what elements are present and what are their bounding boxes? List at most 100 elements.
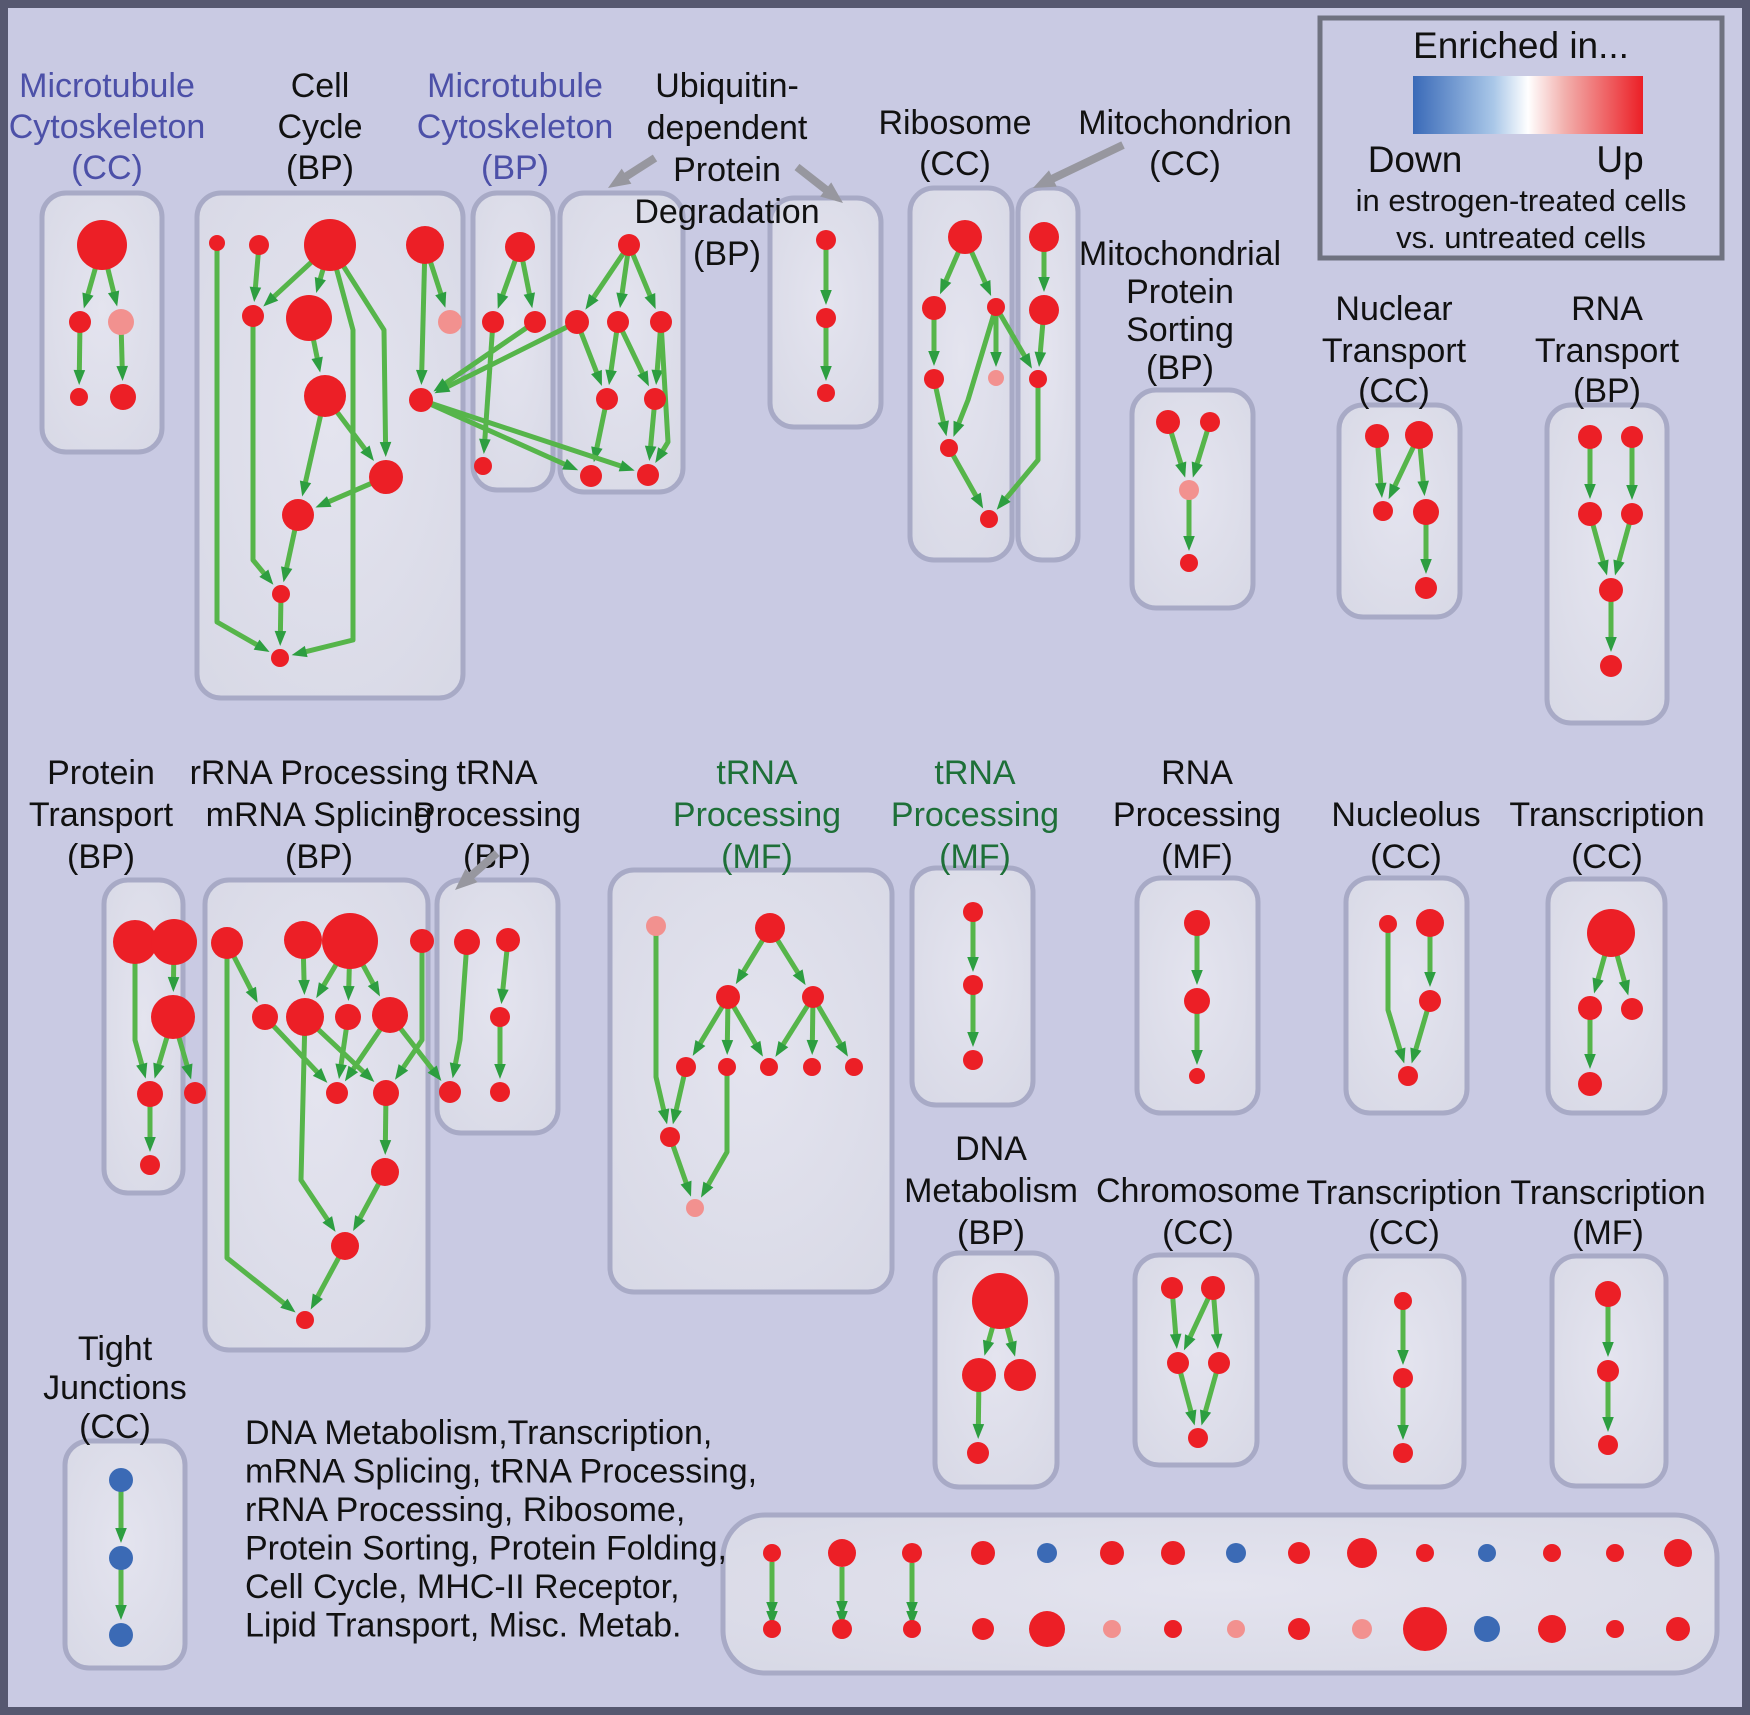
cluster-label-ubiquitin-line3: Protein — [673, 151, 781, 189]
edge-arrowhead-icon — [523, 292, 535, 309]
go-term-node-band-bottom-11 — [1474, 1616, 1500, 1642]
go-term-node-ubiquitin-u2 — [565, 310, 589, 334]
cluster-label-protein-transport-line1: Protein — [47, 754, 155, 792]
edge-arrowhead-icon — [766, 1602, 778, 1617]
go-term-node-dna-metabolism-d3 — [1004, 1359, 1036, 1391]
go-term-node-trna-mf-big-g6 — [718, 1058, 736, 1076]
edge-arrowhead-icon — [1034, 351, 1047, 368]
edge-arrowhead-icon — [940, 278, 952, 295]
go-term-node-nucleolus-j1 — [1379, 915, 1397, 933]
edge-arrowhead-icon — [274, 630, 287, 647]
edge-arrowhead-icon — [792, 969, 806, 986]
edge-arrowhead-icon — [415, 369, 428, 386]
edge-arrowhead-icon — [644, 445, 657, 462]
nodes — [69, 219, 1692, 1651]
edge-arrowhead-icon — [1199, 1409, 1212, 1426]
misc-annotation-line1: DNA Metabolism,Transcription, — [245, 1414, 712, 1452]
go-term-node-ub-small-v1 — [816, 230, 836, 250]
cluster-box-trna-mf-big — [607, 867, 895, 1295]
go-term-node-cell-cycle-c7 — [438, 310, 462, 334]
edge-arrowhead-icon — [618, 460, 635, 472]
edge-arrowhead-icon — [249, 286, 262, 303]
edge-arrowhead-icon — [316, 982, 329, 999]
edge-arrowhead-icon — [996, 494, 1011, 510]
edge-arrowhead-icon — [1397, 1425, 1409, 1440]
go-term-node-band-bottom-13 — [1606, 1620, 1624, 1638]
ubiquitin-left-pointer — [622, 154, 658, 181]
cluster-label-nuclear-transport-line1: Nuclear — [1335, 290, 1452, 328]
go-term-node-rrna-q3 — [322, 913, 378, 969]
go-term-node-ub-small-v2 — [816, 308, 836, 328]
go-term-node-tight-junctions-tj1 — [109, 1468, 133, 1492]
edge-arrowhead-icon — [73, 369, 86, 386]
go-term-node-chromosome-e3 — [1167, 1352, 1189, 1374]
go-term-node-band-top-7 — [1226, 1543, 1246, 1563]
edge-arrowhead-icon — [144, 1137, 156, 1152]
cluster-label-trna-bp-line1: tRNA — [456, 754, 538, 792]
cluster-label-dna-metabolism-line2: Metabolism — [904, 1172, 1078, 1210]
edge-arrowhead-icon — [115, 1528, 127, 1543]
go-term-node-rna-transport-w4 — [1621, 503, 1643, 525]
edge-arrowhead-icon — [836, 1611, 848, 1626]
edge-arrowhead-icon — [820, 290, 832, 305]
go-term-node-rrna-q2 — [284, 921, 322, 959]
go-term-node-band-top-0 — [763, 1544, 781, 1562]
go-term-node-band-top-11 — [1478, 1544, 1496, 1562]
cluster-label-ubiquitin-line2: dependent — [647, 109, 808, 147]
go-term-node-band-bottom-8 — [1288, 1618, 1310, 1640]
go-term-node-band-top-4 — [1037, 1543, 1057, 1563]
go-term-node-ubiquitin-u6 — [644, 388, 666, 410]
go-term-node-trna-mf-big-g10 — [660, 1127, 680, 1147]
legend-caption-line2: vs. untreated cells — [1396, 220, 1646, 255]
go-term-node-ribosome-r7 — [980, 510, 998, 528]
edge-arrowhead-icon — [136, 1062, 148, 1079]
ubiquitin-right-pointer — [794, 163, 830, 194]
cluster-box-rrna — [202, 877, 431, 1353]
go-term-node-trna-bp-x4 — [439, 1081, 461, 1103]
go-term-node-band-top-10 — [1416, 1544, 1434, 1562]
misc-annotation-line2: mRNA Splicing, tRNA Processing, — [245, 1453, 757, 1491]
cluster-label-tight-junctions-line1: Tight — [78, 1330, 153, 1368]
go-term-node-rrna-q10 — [373, 1080, 399, 1106]
go-term-node-protein-transport-p5 — [184, 1082, 206, 1104]
go-term-node-transcription-cc-row3-f3 — [1393, 1443, 1413, 1463]
go-term-node-band-top-2 — [902, 1543, 922, 1563]
cluster-label-rna-transport-line2: Transport — [1535, 332, 1680, 370]
cluster-label-trna-mf-small-line2: Processing — [891, 796, 1059, 834]
go-term-node-ubiquitin-u8 — [637, 464, 659, 486]
go-term-node-trna-mf-big-g5 — [676, 1057, 696, 1077]
cluster-label-rna-processing-line2: Processing — [1113, 796, 1281, 834]
go-term-node-rrna-q12 — [331, 1232, 359, 1260]
cluster-label-transcription-cc-row3-line1: Transcription — [1306, 1174, 1501, 1212]
go-term-node-band-bottom-5 — [1103, 1620, 1121, 1638]
go-term-node-protein-transport-p6 — [140, 1155, 160, 1175]
edge-arrowhead-icon — [616, 292, 628, 309]
go-term-node-nuclear-transport-t1 — [1365, 424, 1389, 448]
go-term-node-ubiquitin-u3 — [607, 311, 629, 333]
edge-arrowhead-icon — [820, 366, 832, 381]
go-term-node-transcription-mf-l2 — [1597, 1360, 1619, 1382]
cluster-label-mito-sorting-line2: Protein — [1126, 273, 1234, 311]
edge-arrowhead-icon — [1584, 1054, 1596, 1069]
mitochondrion-pointer-head-icon — [1033, 170, 1057, 188]
go-term-node-trna-mf-big-g11 — [686, 1199, 704, 1217]
edge-arrowhead-icon — [427, 1065, 442, 1081]
edge-arrowhead-icon — [1005, 1340, 1017, 1357]
edge-arrowhead-icon — [1597, 559, 1609, 576]
edge-arrowhead-icon — [82, 292, 94, 309]
edge-arrowhead-icon — [1374, 482, 1387, 499]
cluster-label-mito-sorting-line3: Sorting — [1126, 311, 1234, 349]
go-term-node-rna-transport-w3 — [1578, 502, 1602, 526]
go-term-node-band-bottom-14 — [1666, 1617, 1690, 1641]
go-term-node-ubiquitin-u4 — [650, 311, 672, 333]
go-term-node-transcription-mf-l3 — [1598, 1435, 1618, 1455]
cluster-label-transcription-cc-row3-line2: (CC) — [1368, 1214, 1440, 1252]
edge-arrowhead-icon — [953, 420, 965, 437]
cluster-box-chromosome — [1132, 1252, 1260, 1468]
edge-arrowhead-icon — [680, 1180, 692, 1197]
go-term-node-band-top-6 — [1161, 1541, 1185, 1565]
edge — [653, 926, 667, 1113]
edge-arrowhead-icon — [153, 1062, 165, 1079]
edge-arrowhead-icon — [721, 1039, 734, 1056]
